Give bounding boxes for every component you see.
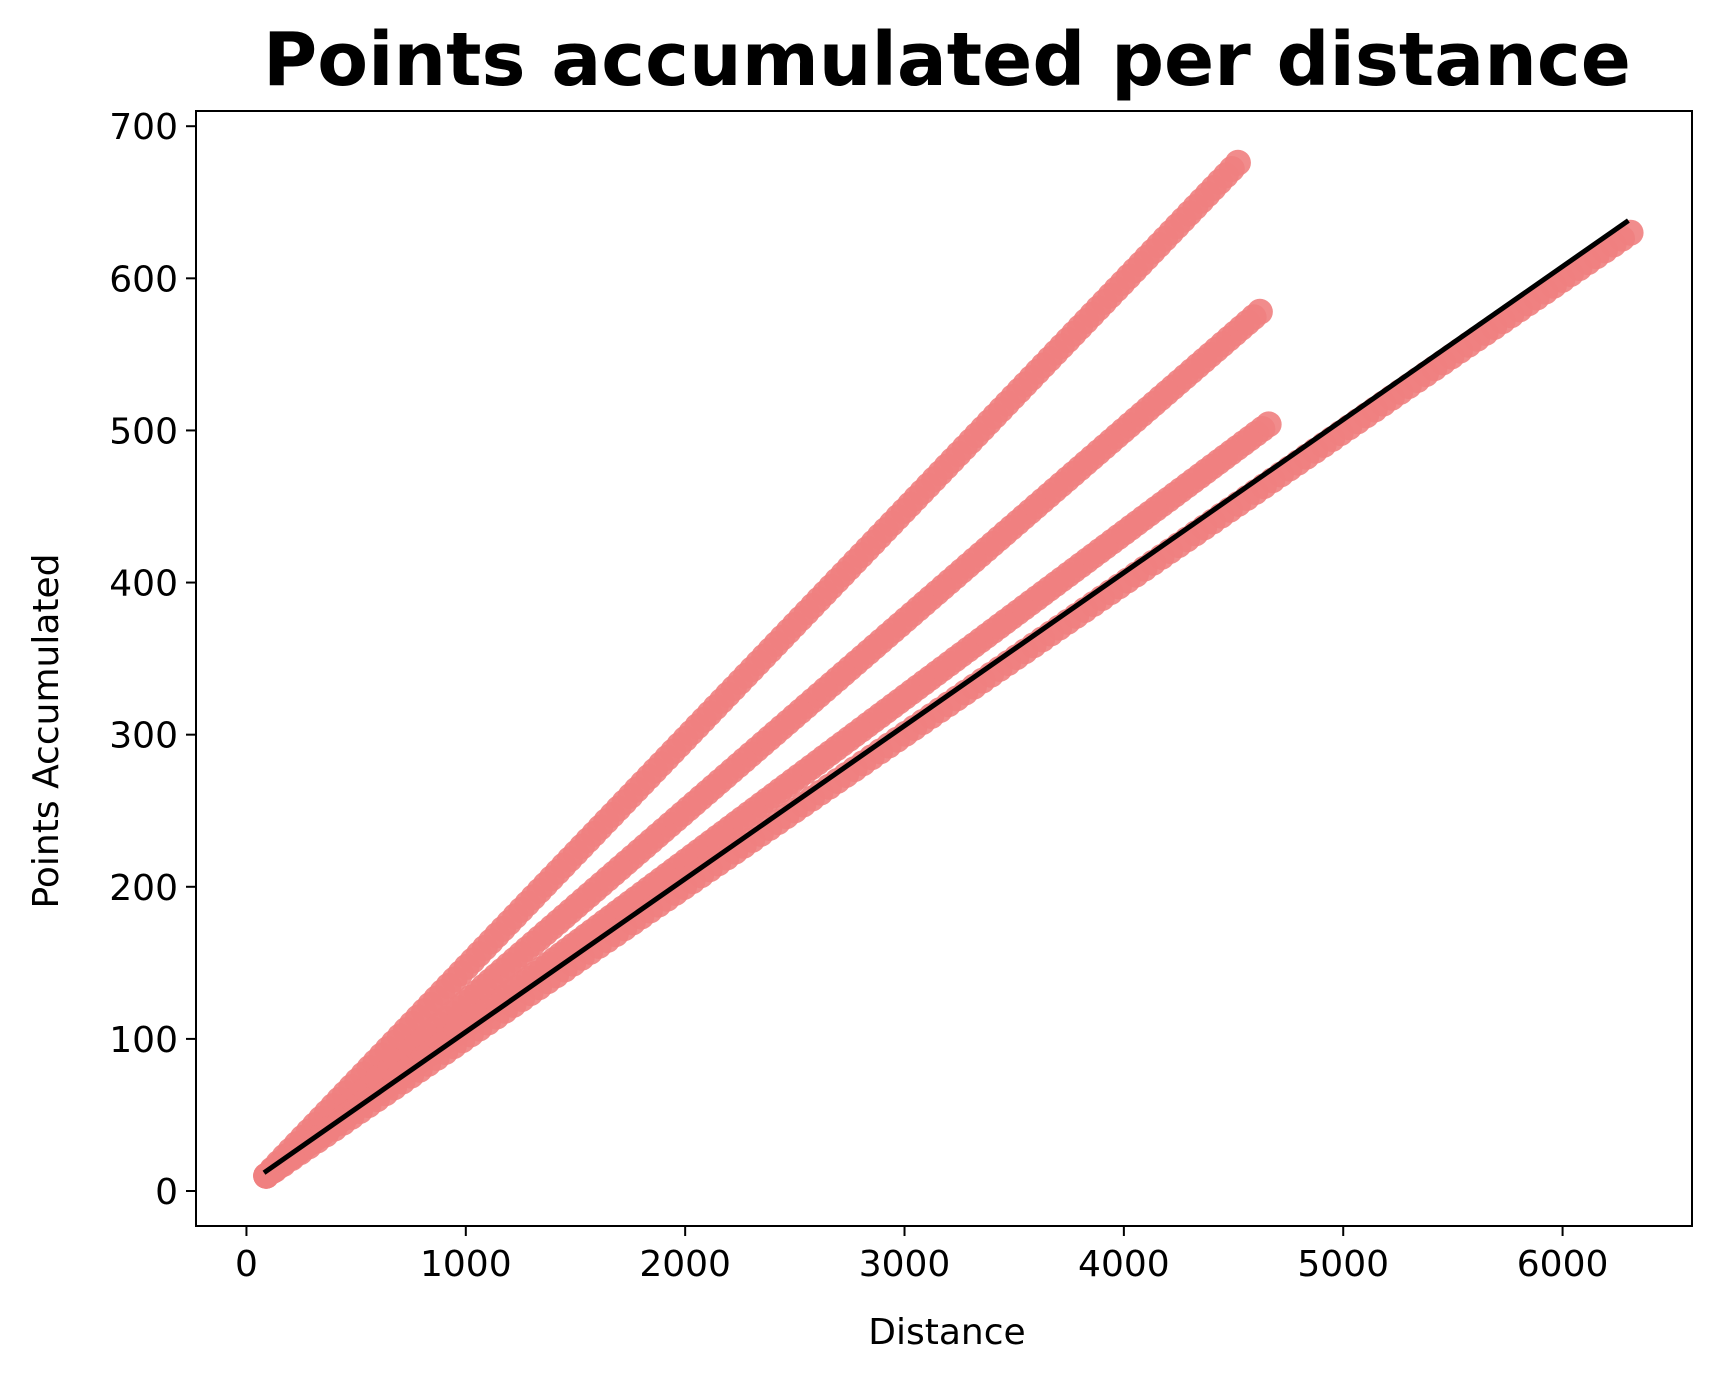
y-tick-label: 0 xyxy=(155,1172,178,1213)
x-tick-label: 1000 xyxy=(420,1244,512,1285)
x-tick-label: 0 xyxy=(235,1244,258,1285)
y-tick-label: 600 xyxy=(109,259,178,300)
data-point xyxy=(1255,411,1282,438)
x-axis-label: Distance xyxy=(868,1312,1025,1353)
fit-line xyxy=(262,218,1630,1175)
x-tick-label: 5000 xyxy=(1297,1244,1389,1285)
y-tick-label: 300 xyxy=(109,716,178,757)
plot-area: 0 1000 2000 3000 4000 5000 6000 0 100 200 300 400 50… xyxy=(109,107,1693,1285)
chart-title: Points accumulated per distance xyxy=(263,17,1631,103)
y-tick-label: 500 xyxy=(109,411,178,452)
y-tick-label: 200 xyxy=(109,868,178,909)
y-axis-label: Points Accumulated xyxy=(26,553,67,908)
y-tick-label: 700 xyxy=(109,107,178,148)
x-tick-label: 2000 xyxy=(639,1244,731,1285)
y-tick-label: 100 xyxy=(109,1020,178,1061)
data-point xyxy=(1246,298,1273,325)
x-tick-label: 4000 xyxy=(1078,1244,1170,1285)
x-tick-label: 3000 xyxy=(859,1244,951,1285)
data-point xyxy=(1224,149,1251,176)
y-tick-label: 400 xyxy=(109,564,178,605)
x-tick-label: 6000 xyxy=(1517,1244,1609,1285)
axes-frame xyxy=(195,110,1693,1227)
